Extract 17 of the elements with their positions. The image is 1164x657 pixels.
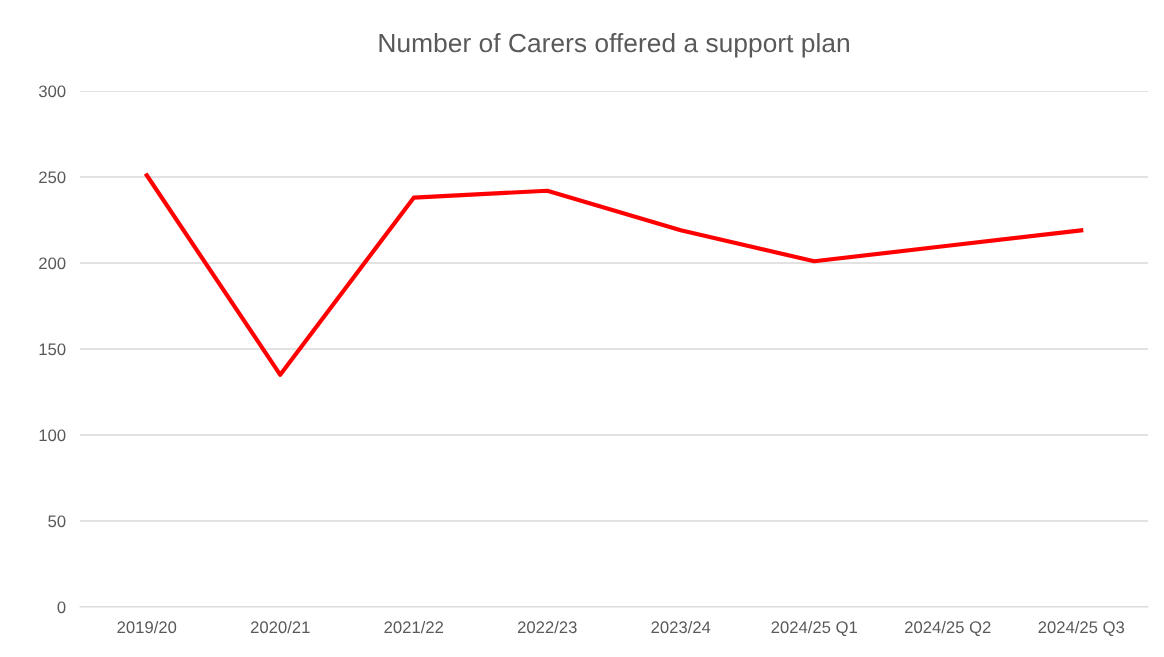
x-tick-label: 2023/24	[651, 620, 711, 634]
y-tick-label: 150	[39, 343, 66, 356]
y-tick-label: 50	[48, 515, 66, 528]
x-tick-label: 2024/25 Q3	[1038, 620, 1125, 637]
x-tick-label: 2019/20	[117, 620, 177, 634]
y-tick-label: 100	[39, 429, 66, 442]
line-series	[144, 173, 1084, 377]
x-tick-label: 2020/21	[250, 620, 310, 634]
x-tick-label: 2024/25 Q1	[771, 620, 857, 637]
y-tick-label: 250	[39, 171, 66, 184]
x-tick-label: 2024/25 Q2	[905, 620, 991, 637]
x-tick-label: 2021/22	[384, 620, 444, 634]
y-tick-label: 300	[38, 85, 66, 98]
y-tick-label: 0	[57, 601, 66, 614]
y-tick-label: 200	[39, 257, 66, 270]
chart-title: Number of Carers offered a support plan	[379, 32, 849, 58]
x-tick-label: 2022/23	[517, 620, 577, 634]
